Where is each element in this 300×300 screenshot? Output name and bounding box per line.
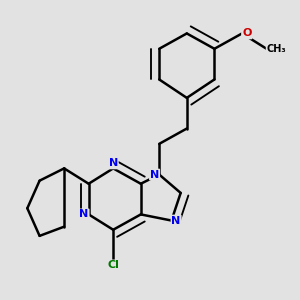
- Text: N: N: [80, 209, 89, 219]
- Text: N: N: [109, 158, 118, 168]
- Text: O: O: [242, 28, 251, 38]
- Text: Cl: Cl: [107, 260, 119, 270]
- Text: CH₃: CH₃: [267, 44, 286, 54]
- Text: N: N: [150, 169, 159, 179]
- Text: N: N: [172, 215, 181, 226]
